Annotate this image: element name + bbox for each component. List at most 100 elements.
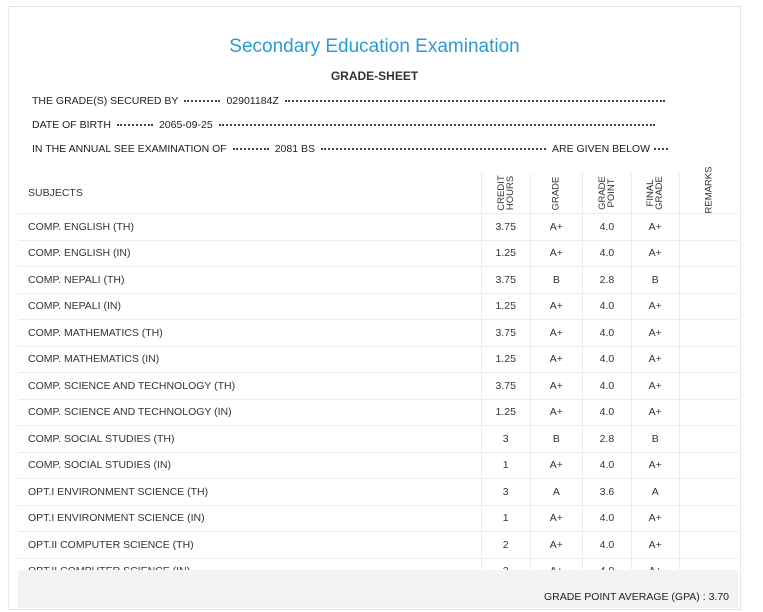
remarks-cell: [678, 399, 738, 426]
subject-row: COMP. MATHEMATICS (TH) 3.75 A+ 4.0 A+: [18, 319, 738, 347]
grade-cell: A+: [630, 240, 680, 267]
leader: [232, 148, 269, 150]
grade-cell: 1.25: [480, 346, 531, 373]
info-label: IN THE ANNUAL SEE EXAMINATION OF: [32, 143, 227, 155]
subject-row: COMP. SCIENCE AND TECHNOLOGY (TH) 3.75 A+ 4…: [18, 372, 738, 400]
subject-name: COMP. SCIENCE AND TECHNOLOGY (TH): [18, 372, 482, 400]
title: Secondary Education Examination: [229, 36, 520, 57]
table-body: COMP. ENGLISH (TH) 3.75 A+ 4.0 A+ COMP. ENGLI…: [18, 213, 738, 585]
grade-cell: A+: [630, 293, 680, 320]
subject-row: OPT.I ENVIRONMENT SCIENCE (IN) 1 A+ 4.0 A+: [18, 505, 738, 532]
grade-cell: 3.75: [480, 319, 531, 347]
remarks-cell: [678, 319, 738, 347]
grade-cell: 4.0: [582, 399, 632, 426]
remarks-cell: [678, 346, 738, 373]
grade-cell: A+: [529, 399, 583, 426]
grade-cell: A+: [630, 213, 680, 241]
grade-cell: A+: [529, 452, 583, 479]
grade-cell: 3.75: [480, 266, 531, 294]
grade-cell: A+: [630, 531, 680, 559]
column-header-text: GRADE: [550, 176, 562, 211]
column-header: FINAL GRADE: [630, 173, 680, 214]
remarks-cell: [678, 240, 738, 267]
grade-cell: A+: [529, 240, 583, 267]
column-header-text: REMARKS: [703, 166, 715, 214]
subject-name: COMP. MATHEMATICS (IN): [18, 346, 482, 373]
remarks-cell: [678, 478, 738, 506]
subject-row: COMP. SCIENCE AND TECHNOLOGY (IN) 1.25 A+ 4…: [18, 399, 738, 426]
column-header: REMARKS: [678, 166, 738, 214]
subtitle: GRADE-SHEET: [330, 69, 419, 83]
grade-cell: A+: [630, 505, 680, 532]
remarks-cell: [678, 293, 738, 320]
grade-cell: A: [529, 478, 583, 506]
leader: [218, 124, 655, 126]
grade-cell: 1: [480, 505, 531, 532]
grade-cell: 2.8: [582, 266, 632, 294]
gpa-value: 3.70: [708, 591, 729, 603]
subject-name: COMP. SCIENCE AND TECHNOLOGY (IN): [18, 399, 482, 426]
grade-cell: 2: [480, 531, 531, 559]
info-line: IN THE ANNUAL SEE EXAMINATION OF 2081 BS A…: [32, 143, 674, 155]
subject-name: COMP. ENGLISH (TH): [18, 213, 482, 241]
subject-row: COMP. NEPALI (TH) 3.75 B 2.8 B: [18, 266, 738, 294]
subject-row: COMP. SOCIAL STUDIES (IN) 1 A+ 4.0 A+: [18, 452, 738, 479]
info-line: DATE OF BIRTH 2065-09-25: [32, 119, 661, 131]
subject-name: COMP. NEPALI (TH): [18, 266, 482, 294]
leader: [284, 100, 665, 102]
grade-cell: 1.25: [480, 240, 531, 267]
header-row: SUBJECTS CREDIT HOURS GRADE GRADE POINT FINA…: [18, 166, 738, 214]
subject-name: COMP. SOCIAL STUDIES (IN): [18, 452, 482, 479]
subject-name: COMP. SOCIAL STUDIES (TH): [18, 425, 482, 453]
grade-cell: A+: [630, 346, 680, 373]
grade-cell: 2.8: [582, 425, 632, 453]
remarks-cell: [678, 531, 738, 559]
grades-table: SUBJECTS CREDIT HOURS GRADE GRADE POINT FINA…: [18, 166, 738, 585]
grade-cell: 4.0: [582, 531, 632, 559]
grade-cell: 4.0: [582, 240, 632, 267]
grade-cell: 3: [480, 425, 531, 453]
info-label: DATE OF BIRTH: [32, 119, 111, 131]
subject-name: COMP. ENGLISH (IN): [18, 240, 482, 267]
subject-name: OPT.I ENVIRONMENT SCIENCE (TH): [18, 478, 482, 506]
grade-cell: 1.25: [480, 293, 531, 320]
grade-cell: 4.0: [582, 372, 632, 400]
grade-cell: A+: [630, 319, 680, 347]
grade-cell: 4.0: [582, 319, 632, 347]
grade-cell: 3: [480, 478, 531, 506]
info-suffix: ARE GIVEN BELOW: [551, 143, 651, 155]
leader: [654, 148, 669, 150]
grade-cell: 4.0: [582, 346, 632, 373]
gpa-label: GRADE POINT AVERAGE (GPA) :: [544, 591, 706, 603]
info-value: 2065-09-25: [158, 119, 213, 131]
grade-cell: 4.0: [582, 213, 632, 241]
subject-row: OPT.I ENVIRONMENT SCIENCE (TH) 3 A 3.6 A: [18, 478, 738, 506]
subject-name: OPT.II COMPUTER SCIENCE (TH): [18, 531, 482, 559]
remarks-cell: [678, 266, 738, 294]
column-header-text: GRADE POINT: [596, 175, 617, 210]
grade-cell: B: [630, 266, 680, 294]
grade-cell: B: [630, 425, 680, 453]
info-line: THE GRADE(S) SECURED BY 02901184Z: [32, 95, 671, 107]
subject-name: COMP. NEPALI (IN): [18, 293, 482, 320]
subject-name: OPT.I ENVIRONMENT SCIENCE (IN): [18, 505, 482, 532]
leader: [116, 124, 153, 126]
grade-cell: 3.75: [480, 213, 531, 241]
info-value: 02901184Z: [226, 95, 279, 107]
column-header-text: FINAL GRADE: [645, 175, 666, 210]
remarks-cell: [678, 213, 738, 241]
remarks-cell: [678, 372, 738, 400]
grade-cell: 4.0: [582, 293, 632, 320]
grade-cell: A: [630, 478, 680, 506]
grade-cell: A+: [529, 213, 583, 241]
grade-cell: A+: [529, 531, 583, 559]
remarks-cell: [678, 452, 738, 479]
subject-row: COMP. MATHEMATICS (IN) 1.25 A+ 4.0 A+: [18, 346, 738, 373]
grade-cell: A+: [630, 399, 680, 426]
gpa-footer: GRADE POINT AVERAGE (GPA) : 3.70: [18, 570, 738, 608]
leader: [320, 148, 546, 150]
column-header: SUBJECTS: [18, 173, 482, 214]
subject-row: COMP. NEPALI (IN) 1.25 A+ 4.0 A+: [18, 293, 738, 320]
grade-cell: A+: [529, 293, 583, 320]
